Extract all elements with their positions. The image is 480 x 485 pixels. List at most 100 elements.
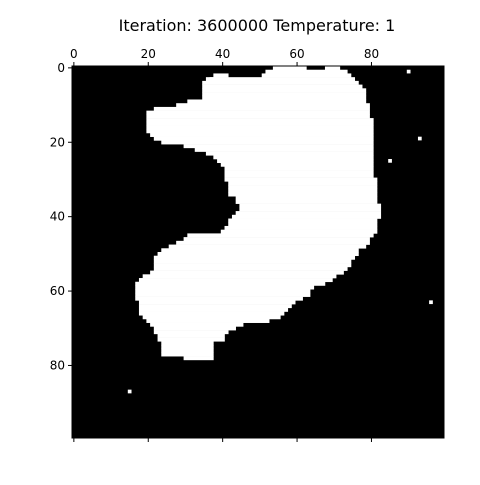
heatmap-cell-run (202, 84, 363, 89)
plot-frame (71, 65, 445, 439)
heatmap-cell-run (205, 151, 374, 156)
heatmap-cell-run (146, 121, 374, 126)
heatmap-cell-run (224, 177, 378, 182)
heatmap-cell-run (150, 270, 344, 275)
heatmap-cells (127, 66, 433, 394)
heatmap-cell (429, 300, 433, 305)
heatmap-cell-run (153, 263, 352, 268)
heatmap-cell-run (265, 69, 348, 74)
heatmap-cell-run (224, 166, 374, 171)
x-tick-label: 60 (289, 47, 304, 61)
heatmap-cell-run (239, 203, 382, 208)
heatmap-cell-run (146, 129, 374, 134)
heatmap-cell-run (153, 136, 374, 141)
heatmap-cell-run (161, 348, 214, 353)
heatmap-cell-run (176, 240, 370, 245)
heatmap-cell-run (231, 214, 382, 219)
heatmap-cell-run (138, 278, 333, 283)
heatmap-cell-run (202, 92, 367, 97)
heatmap-cell-run (153, 326, 236, 331)
heatmap-cell (417, 136, 422, 141)
heatmap-cell-run (272, 66, 307, 71)
y-axis: 0 20 40 60 80 (50, 61, 72, 372)
heatmap-cell (388, 159, 392, 163)
heatmap-cell-run (235, 211, 382, 216)
heatmap-cell-run (205, 77, 356, 82)
heatmap-cell-run (135, 289, 311, 294)
heatmap-cell-run (324, 66, 341, 71)
heatmap-cell-run (153, 266, 348, 271)
heatmap-cell-run (224, 170, 374, 175)
x-tick-label: 40 (215, 47, 230, 61)
heatmap-cell-run (135, 285, 315, 290)
heatmap-cell-run (224, 173, 374, 178)
heatmap-cell-run (228, 181, 378, 186)
heatmap-cell-run (146, 318, 270, 323)
heatmap-cell-run (228, 188, 378, 193)
heatmap-cell-run (142, 274, 337, 279)
x-tick-label: 20 (141, 47, 156, 61)
heatmap-cell-run (135, 292, 311, 297)
heatmap-cell-run (161, 140, 374, 145)
y-tick-label: 80 (50, 358, 65, 372)
heatmap-cell-run (153, 259, 352, 264)
heatmap-cell-run (146, 114, 370, 119)
x-tick-label: 0 (70, 47, 78, 61)
heatmap-cell-run (150, 132, 374, 137)
heatmap-cell-run (228, 222, 378, 227)
heatmap-cell (127, 389, 132, 394)
heatmap-cell-run (183, 144, 374, 149)
heatmap-cell-run (209, 77, 218, 82)
heatmap-cell-run (135, 281, 326, 286)
heatmap-cell-run (228, 192, 378, 197)
heatmap-cell-run (239, 207, 382, 212)
heatmap-cell-run (161, 345, 214, 350)
heatmap-cell-run (261, 73, 352, 78)
heatmap-cell-run (183, 356, 214, 361)
heatmap-cell-run (138, 307, 289, 312)
heatmap-cell-run (142, 315, 281, 320)
heatmap-cell-run (161, 352, 214, 357)
heatmap-cell-run (153, 255, 356, 260)
heatmap-cell-run (187, 233, 374, 238)
heatmap-cell-run (153, 330, 229, 335)
heatmap-cell-run (194, 147, 374, 152)
heatmap-cell-run (213, 155, 374, 160)
heatmap-cell-run (161, 341, 214, 346)
heatmap-cell-run (146, 125, 374, 130)
heatmap-cell-run (213, 73, 229, 78)
heatmap-cell-run (224, 225, 378, 230)
heatmap-cell-run (157, 333, 225, 338)
heatmap-cell (406, 69, 411, 74)
heatmap-cell-run (138, 300, 296, 305)
heatmap-cell-run (146, 110, 370, 115)
heatmap-cell-run (161, 248, 359, 253)
heatmap-cell-run (202, 80, 359, 85)
heatmap-cell-run (235, 196, 378, 201)
heatmap-cell-run (228, 218, 378, 223)
y-tick-label: 40 (50, 210, 65, 224)
y-tick-label: 0 (57, 61, 65, 75)
heatmap-cell-run (176, 103, 370, 108)
heatmap-cell-run (150, 322, 244, 327)
chart-title: Iteration: 3600000 Temperature: 1 (118, 16, 396, 35)
heatmap-cell-run (138, 304, 292, 309)
heatmap-cell-run (220, 162, 374, 167)
heatmap-cell-run (183, 237, 370, 242)
heatmap-cell-run (135, 296, 303, 301)
heatmap-cell-run (157, 252, 359, 257)
heatmap-cell-run (202, 95, 367, 100)
heatmap-cell-run (202, 88, 367, 93)
heatmap-cell-run (157, 337, 225, 342)
y-tick-label: 60 (50, 284, 65, 298)
heatmap-cell-run (220, 229, 378, 234)
heatmap-cell-run (228, 185, 378, 190)
heatmap-cell-run (187, 99, 367, 104)
heatmap-cell-run (146, 118, 374, 123)
heatmap-cell-run (235, 199, 378, 204)
heatmap-cell-run (168, 244, 367, 249)
heatmap-cell-run (217, 159, 374, 164)
x-tick-label: 80 (364, 47, 379, 61)
